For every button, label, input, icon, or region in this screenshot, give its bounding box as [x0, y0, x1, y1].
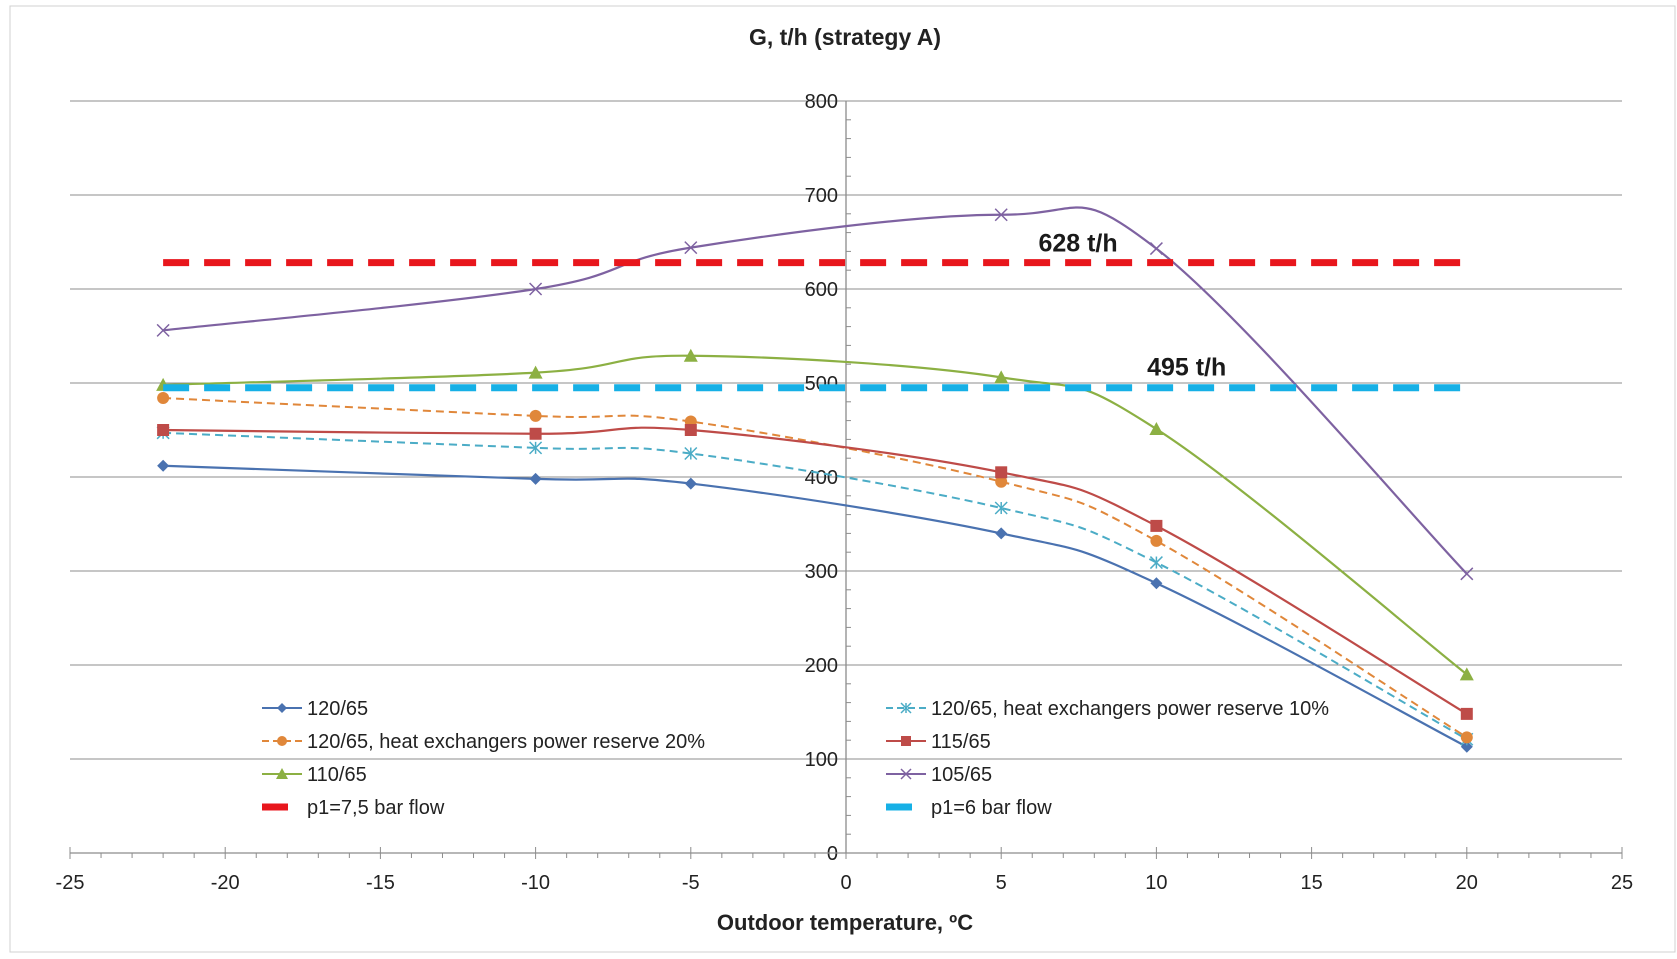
x-tick-label: 20: [1456, 872, 1478, 894]
legend-item: 120/65, heat exchangers power reserve 10…: [886, 698, 1329, 720]
marker-diamond: [529, 472, 542, 485]
marker-square: [901, 736, 911, 746]
legend-item: 115/65: [886, 731, 991, 753]
marker-circle: [157, 392, 170, 405]
legend-item: p1=6 bar flow: [886, 797, 1052, 819]
y-tick-label: 400: [805, 467, 838, 489]
x-tick-label: -5: [682, 872, 700, 894]
x-tick-label: 0: [840, 872, 851, 894]
legend-label: 120/65, heat exchangers power reserve 20…: [307, 731, 705, 753]
x-tick-label: -10: [521, 872, 550, 894]
chart-border: [9, 5, 1676, 953]
y-tick-label: 500: [805, 373, 838, 395]
marker-x: [994, 208, 1008, 222]
marker-square: [1460, 707, 1473, 720]
y-tick-label: 600: [805, 279, 838, 301]
marker-x: [684, 241, 698, 255]
series-lines: [156, 206, 1474, 753]
series-line: [163, 426, 1468, 715]
marker-diamond: [684, 477, 697, 490]
y-tick-label: 200: [805, 655, 838, 677]
marker-diamond: [157, 459, 170, 472]
x-tick-label: 10: [1145, 872, 1167, 894]
marker-star: [529, 441, 543, 455]
marker-triangle: [1149, 422, 1164, 436]
series-105-65: [156, 206, 1474, 581]
legend-item: 120/65, heat exchangers power reserve 20…: [262, 731, 705, 753]
annotations: 628 t/h 495 t/h: [1038, 229, 1226, 381]
marker-circle: [1460, 731, 1473, 744]
legend-label: 115/65: [931, 731, 991, 753]
legend-item: 120/65: [262, 698, 368, 720]
legend-item: 110/65: [262, 764, 367, 786]
legend-item: p1=7,5 bar flow: [262, 797, 445, 819]
y-tick-label: 100: [805, 749, 838, 771]
legend-label: 110/65: [307, 764, 367, 786]
x-tick-label: -15: [366, 872, 395, 894]
marker-square: [684, 424, 697, 436]
marker-x: [900, 768, 912, 780]
marker-diamond: [995, 527, 1008, 540]
x-tick-label: 25: [1611, 872, 1633, 894]
marker-square: [1150, 519, 1163, 532]
marker-triangle: [528, 365, 543, 379]
series-line: [163, 464, 1468, 748]
marker-square: [529, 427, 542, 440]
x-tick-label: -20: [211, 872, 240, 894]
legend-label: 120/65: [307, 698, 368, 720]
annotation-label: 628 t/h: [1038, 229, 1117, 257]
marker-triangle: [1459, 667, 1474, 681]
x-tick-label: -25: [56, 872, 85, 894]
marker-diamond: [1460, 740, 1473, 753]
legend-label: p1=6 bar flow: [931, 797, 1052, 819]
marker-diamond: [1150, 577, 1163, 590]
marker-circle: [1150, 534, 1163, 547]
series-110-65: [156, 348, 1474, 681]
marker-triangle: [276, 768, 288, 779]
series-line: [163, 397, 1468, 739]
legend: 120/65 120/65, heat exchangers power rese…: [262, 698, 1329, 819]
marker-square: [157, 424, 170, 436]
marker-x: [1460, 567, 1474, 581]
legend-label: p1=7,5 bar flow: [307, 797, 445, 819]
y-tick-label: 700: [805, 185, 838, 207]
marker-star: [994, 501, 1008, 515]
chart-title: G, t/h (strategy A): [749, 24, 941, 50]
marker-star: [900, 702, 912, 714]
marker-triangle: [683, 348, 698, 362]
marker-circle: [995, 475, 1008, 488]
series-line: [162, 206, 1468, 575]
marker-diamond: [277, 703, 287, 713]
series-115-65: [157, 424, 1473, 720]
marker-triangle: [994, 370, 1009, 384]
x-tick-label: 15: [1300, 872, 1322, 894]
y-tick-label: 300: [805, 561, 838, 583]
marker-x: [529, 282, 543, 296]
marker-star: [684, 446, 698, 461]
legend-label: 105/65: [931, 764, 992, 786]
x-axis-title: Outdoor temperature, ºC: [717, 910, 973, 935]
marker-circle: [529, 409, 542, 422]
marker-x: [1149, 242, 1163, 256]
series-120-65-heat-exchangers-power-reserve-20-: [157, 392, 1473, 744]
marker-square: [995, 466, 1008, 479]
y-tick-label: 800: [805, 91, 838, 113]
marker-star: [1149, 556, 1163, 570]
legend-label: 120/65, heat exchangers power reserve 10…: [931, 698, 1329, 720]
annotation-label: 495 t/h: [1147, 353, 1226, 381]
series-120-65: [157, 459, 1473, 753]
y-tick-label: 0: [827, 843, 838, 865]
marker-circle: [277, 736, 287, 746]
x-tick-label: 5: [996, 872, 1007, 894]
series-line: [163, 431, 1468, 741]
marker-x: [156, 323, 170, 337]
series-line: [163, 354, 1468, 676]
legend-item: 105/65: [886, 764, 992, 786]
